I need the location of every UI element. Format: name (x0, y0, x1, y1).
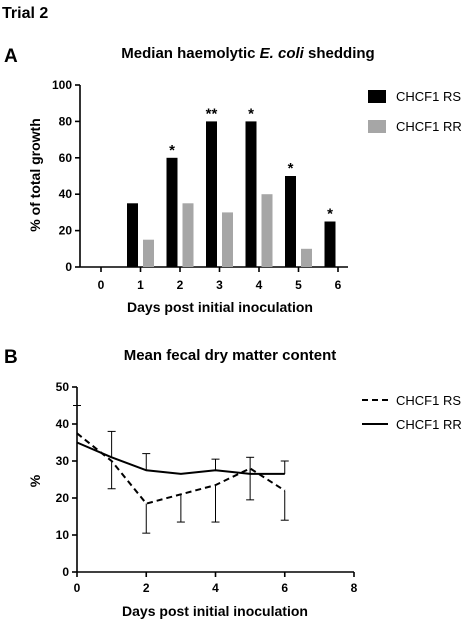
bar-rs (324, 221, 336, 267)
bar-rs (206, 121, 217, 268)
bar-rs (245, 121, 257, 268)
y-tick-label: 0 (62, 565, 69, 579)
y-tick-label: 40 (56, 417, 70, 431)
x-tick-label: 0 (74, 581, 81, 595)
panel-a-title-italic: E. coli (260, 45, 305, 62)
bar-rr (222, 212, 233, 267)
panel-b-label: B (4, 347, 18, 368)
bar-rr (261, 194, 273, 267)
panel-b-plot-area: 0 10 20 30 40 50 0 2 4 6 8 (56, 380, 358, 595)
panel-a-ylabel: % of total growth (27, 118, 43, 232)
significance-marker: * (169, 142, 175, 159)
y-tick-label: 10 (56, 528, 70, 542)
y-tick-label: 20 (56, 491, 70, 505)
x-tick-label: 2 (177, 278, 184, 292)
legend-label: CHCF1 RS (396, 393, 461, 408)
panel-a-title: Median haemolytic E. coli shedding (121, 45, 374, 62)
y-tick-label: 50 (56, 380, 70, 394)
bar-rs (166, 157, 178, 267)
y-tick-label: 60 (59, 151, 73, 165)
bar-rr (182, 203, 194, 267)
panel-b-ylabel: % (27, 474, 43, 487)
y-tick-label: 30 (56, 454, 70, 468)
panel-a-label: A (4, 46, 18, 67)
x-tick-label: 2 (143, 581, 150, 595)
bar-rr (143, 239, 154, 267)
panel-b-title: Mean fecal dry matter content (124, 347, 337, 364)
x-tick-label: 4 (256, 278, 263, 292)
legend-swatch (368, 90, 386, 103)
x-tick-label: 6 (335, 278, 342, 292)
bar-rs (127, 203, 138, 267)
x-tick-label: 3 (216, 278, 223, 292)
panel-b-legend: CHCF1 RS CHCF1 RR (362, 393, 462, 432)
y-tick-label: 0 (65, 260, 72, 274)
figure-title: Trial 2 (2, 5, 48, 22)
y-tick-label: 40 (59, 187, 73, 201)
y-tick-label: 80 (59, 114, 73, 128)
x-tick-label: 5 (295, 278, 302, 292)
significance-marker: * (248, 105, 254, 122)
series-line-rr (76, 441, 285, 475)
legend-label: CHCF1 RR (396, 119, 462, 134)
legend-swatch (368, 120, 386, 133)
series-line-rs (76, 432, 286, 505)
panel-a-xlabel: Days post initial inoculation (127, 299, 313, 315)
x-tick-label: 6 (281, 581, 288, 595)
bar-rr (301, 248, 312, 267)
y-tick-label: 20 (59, 224, 73, 238)
significance-marker: * (288, 160, 294, 177)
panel-b-xlabel: Days post initial inoculation (122, 603, 308, 619)
x-tick-label: 0 (98, 278, 105, 292)
panel-a-legend: CHCF1 RS CHCF1 RR (368, 89, 462, 134)
bar-rs (285, 176, 296, 267)
panel-a-title-prefix: Median haemolytic (121, 45, 259, 62)
legend-label: CHCF1 RR (396, 417, 462, 432)
significance-marker: * (327, 206, 333, 223)
x-tick-label: 8 (351, 581, 358, 595)
panel-b: B Mean fecal dry matter content 01020304… (4, 347, 462, 619)
panel-a-title-suffix: shedding (304, 45, 375, 62)
y-tick-label: 100 (52, 78, 72, 92)
x-tick-label: 1 (137, 278, 144, 292)
panel-a: A Median haemolytic E. coli shedding 020… (4, 45, 462, 315)
legend-label: CHCF1 RS (396, 89, 461, 104)
significance-marker: ** (206, 105, 218, 122)
x-tick-label: 4 (212, 581, 219, 595)
